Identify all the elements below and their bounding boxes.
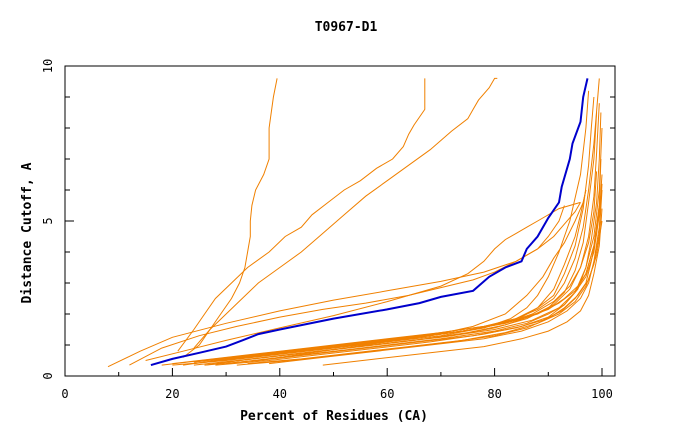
other-series-line-6 <box>145 201 581 361</box>
x-tick-label: 20 <box>165 387 179 401</box>
other-series-line-7 <box>172 90 590 366</box>
other-series-line-22 <box>258 189 587 361</box>
other-series-line-19 <box>269 183 603 365</box>
y-tick-label: 10 <box>41 59 55 73</box>
other-series-line-18 <box>236 220 603 366</box>
axis-ticks: 0 20 40 60 80 100 0 5 10 <box>41 59 615 401</box>
highlight-series-line <box>150 78 589 367</box>
other-series-group <box>107 77 603 368</box>
other-series-line-20 <box>322 208 603 366</box>
x-tick-label: 60 <box>380 387 394 401</box>
y-tick-label: 5 <box>41 217 55 224</box>
other-series-line-12 <box>215 112 602 366</box>
other-series-line-2 <box>177 78 426 352</box>
x-tick-label: 100 <box>591 387 613 401</box>
x-tick-label: 0 <box>61 387 68 401</box>
y-axis-label: Distance Cutoff, A <box>20 162 35 303</box>
other-series-line-1 <box>182 78 278 358</box>
other-series-line-24 <box>226 205 600 363</box>
y-tick-label: 0 <box>41 372 55 379</box>
other-series-line-23 <box>193 171 598 365</box>
other-series-line-15 <box>161 127 603 366</box>
other-series-line-17 <box>204 196 602 366</box>
other-series-line-4 <box>129 205 565 366</box>
chart-title: T0967-D1 <box>315 20 378 35</box>
other-series-line-5 <box>107 202 581 368</box>
x-axis-label: Percent of Residues (CA) <box>240 409 428 424</box>
other-series-line-13 <box>193 158 602 363</box>
other-series-line-21 <box>215 189 587 361</box>
x-tick-label: 40 <box>273 387 287 401</box>
x-tick-label: 80 <box>487 387 501 401</box>
other-series-line-3 <box>193 77 498 349</box>
highlight-series-group <box>150 78 589 367</box>
plot-frame <box>64 65 616 377</box>
